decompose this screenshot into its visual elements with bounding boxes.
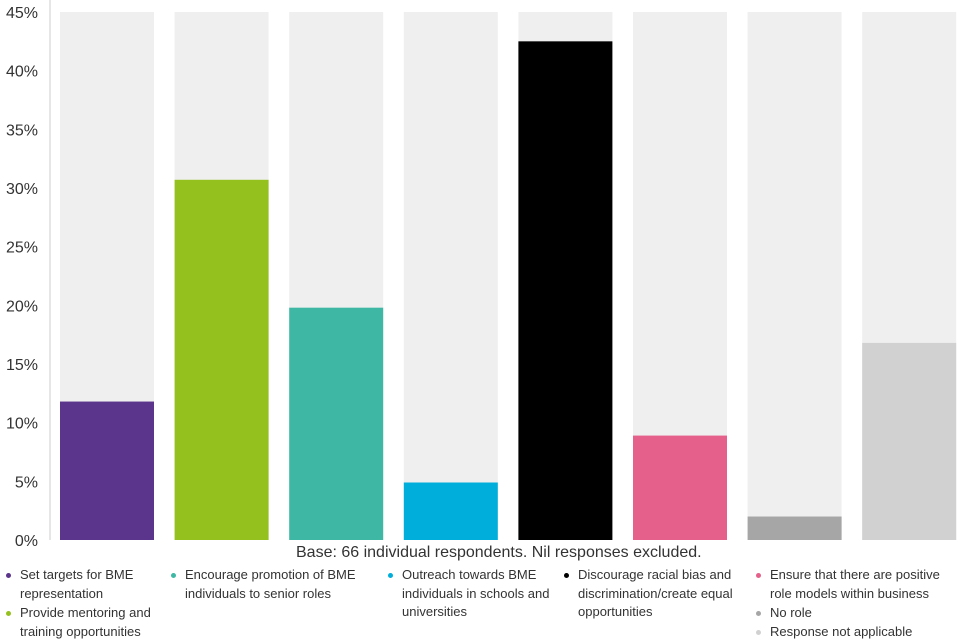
legend-item: Ensure that there are positive role mode… — [756, 566, 960, 603]
base-note: Base: 66 individual respondents. Nil res… — [296, 544, 702, 561]
bar — [403, 482, 498, 540]
legend-label: Response not applicable — [770, 624, 913, 639]
legend-bullet-icon — [756, 573, 761, 578]
bar — [60, 401, 154, 540]
legend-item: Response not applicable — [756, 623, 960, 642]
legend-item: Discourage racial bias and discriminatio… — [564, 566, 748, 622]
bar-chart: 0% 5% 10% 15% 20% 25% 30% 35% 40% 45% — [6, 0, 957, 550]
y-tick-label: 20% — [6, 298, 38, 315]
bar — [289, 307, 384, 540]
background-bar — [747, 12, 842, 540]
y-tick-label: 40% — [6, 64, 38, 81]
y-tick-label: 35% — [6, 122, 38, 139]
legend-bullet-icon — [171, 573, 176, 578]
legend-label: Encourage promotion of BME individuals t… — [185, 567, 356, 601]
legend-label: Ensure that there are positive role mode… — [770, 567, 940, 601]
legend-bullet-icon — [6, 573, 11, 578]
y-tick-label: 5% — [15, 474, 38, 491]
legend-label: No role — [770, 605, 812, 620]
y-tick-label: 25% — [6, 240, 38, 257]
legend-item: Outreach towards BME individuals in scho… — [388, 566, 562, 622]
y-tick-label: 45% — [6, 5, 38, 22]
legend-label: Outreach towards BME individuals in scho… — [402, 567, 550, 619]
legend-bullet-icon — [756, 611, 761, 616]
bar — [174, 179, 269, 540]
bar — [518, 41, 613, 540]
y-tick-label: 15% — [6, 357, 38, 374]
legend-item: No role — [756, 604, 960, 623]
legend-bullet-icon — [756, 630, 761, 635]
legend-label: Provide mentoring and training opportuni… — [20, 605, 151, 639]
y-tick-label: 10% — [6, 416, 38, 433]
bar — [633, 435, 727, 540]
bar — [862, 342, 957, 540]
legend-bullet-icon — [6, 611, 11, 616]
background-bar — [403, 12, 498, 540]
legend-label: Discourage racial bias and discriminatio… — [578, 567, 733, 619]
legend-item: Set targets for BME representation — [6, 566, 165, 603]
legend-bullet-icon — [564, 573, 569, 578]
legend-item: Encourage promotion of BME individuals t… — [171, 566, 375, 603]
y-tick-label: 0% — [15, 533, 38, 550]
bar — [747, 516, 842, 540]
legend-item: Provide mentoring and training opportuni… — [6, 604, 165, 641]
legend-bullet-icon — [388, 573, 393, 578]
y-tick-label: 30% — [6, 181, 38, 198]
legend-label: Set targets for BME representation — [20, 567, 134, 601]
